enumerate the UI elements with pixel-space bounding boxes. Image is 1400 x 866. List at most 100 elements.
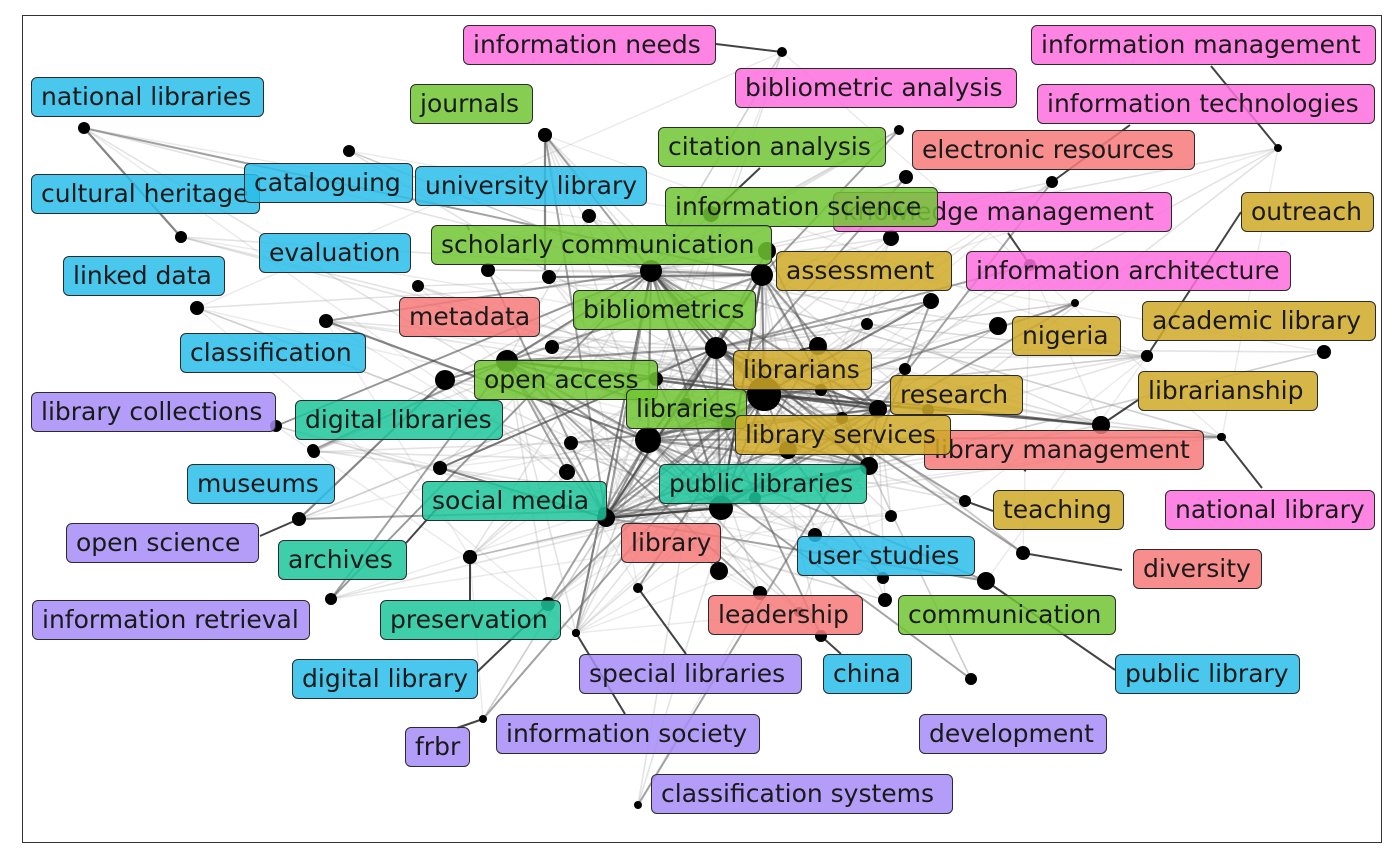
label-classification-systems: classification systems xyxy=(651,774,953,814)
network-edge xyxy=(487,269,652,272)
label-library-services: library services xyxy=(735,415,951,455)
node-scholarly-communication xyxy=(640,260,662,282)
node-development xyxy=(965,673,977,685)
label-metadata: metadata xyxy=(399,297,541,337)
node-nigeria xyxy=(989,317,1007,335)
label-assessment: assessment xyxy=(776,251,952,291)
network-edge xyxy=(715,302,1076,349)
node-classification-systems xyxy=(634,801,642,809)
node-digital-libraries xyxy=(307,444,319,456)
label-teaching: teaching xyxy=(993,490,1124,530)
node-information-retrieval xyxy=(325,593,337,605)
node-teaching xyxy=(959,495,971,507)
network-node xyxy=(564,436,578,450)
node-library xyxy=(710,562,728,580)
label-leader-line xyxy=(259,518,300,537)
node-information-technologies xyxy=(1046,176,1058,188)
node-diversity xyxy=(1016,546,1030,560)
network-edge xyxy=(575,270,652,634)
label-information-needs: information needs xyxy=(463,25,716,65)
label-leader-line xyxy=(1022,552,1123,571)
network-edge xyxy=(575,270,652,634)
node-knowledge-management xyxy=(883,230,899,246)
label-information-management: information management xyxy=(1031,25,1376,65)
label-development: development xyxy=(919,714,1107,754)
node-academic-library xyxy=(1317,345,1331,359)
label-communication: communication xyxy=(898,595,1116,635)
network-node xyxy=(751,264,773,286)
label-leadership: leadership xyxy=(708,595,863,635)
label-frbr: frbr xyxy=(405,727,471,767)
label-digital-library: digital library xyxy=(292,659,479,699)
network-node xyxy=(545,340,559,354)
network-edge xyxy=(506,360,800,613)
network-edge xyxy=(551,346,1222,438)
network-node xyxy=(633,583,643,593)
label-information-retrieval: information retrieval xyxy=(32,600,310,640)
node-open-science xyxy=(292,512,306,526)
label-classification: classification xyxy=(180,333,366,373)
label-digital-libraries: digital libraries xyxy=(295,400,503,440)
network-edge xyxy=(715,302,1076,349)
label-open-science: open science xyxy=(66,523,259,563)
node-public-library xyxy=(977,572,995,590)
label-public-libraries: public libraries xyxy=(659,464,867,504)
network-edge xyxy=(650,269,763,277)
network-edge xyxy=(650,270,822,637)
label-outreach: outreach xyxy=(1241,192,1374,232)
node-national-library xyxy=(1218,433,1226,441)
node-metadata xyxy=(542,270,556,284)
network-node xyxy=(582,209,596,223)
label-electronic-resources: electronic resources xyxy=(912,130,1195,170)
node-information-management xyxy=(1274,144,1282,152)
label-citation-analysis: citation analysis xyxy=(658,127,886,167)
network-node xyxy=(899,363,911,375)
node-archives xyxy=(433,461,447,475)
node-journals xyxy=(538,128,552,142)
node-research xyxy=(869,400,887,418)
label-museums: museums xyxy=(187,464,335,504)
network-edge xyxy=(551,346,717,349)
network-edge xyxy=(605,176,907,519)
node-assessment xyxy=(923,293,939,309)
network-edge xyxy=(575,517,607,634)
node-electronic-resources xyxy=(899,170,913,184)
label-special-libraries: special libraries xyxy=(579,654,802,694)
label-leader-line xyxy=(1221,436,1263,489)
network-edge xyxy=(313,451,870,467)
label-social-media: social media xyxy=(422,481,607,521)
network-edge xyxy=(325,270,652,322)
label-university-library: university library xyxy=(415,166,648,206)
network-edge xyxy=(650,270,999,327)
label-bibliometrics: bibliometrics xyxy=(573,290,756,330)
label-leader-line xyxy=(456,718,484,729)
node-frbr xyxy=(479,715,487,723)
label-leader-line xyxy=(715,43,783,53)
label-open-access: open access xyxy=(474,360,658,400)
network-edge xyxy=(439,347,717,469)
label-national-libraries: national libraries xyxy=(31,77,264,117)
node-bibliometric-analysis xyxy=(894,125,904,135)
node-outreach xyxy=(1141,350,1153,362)
label-preservation: preservation xyxy=(380,600,561,640)
network-node xyxy=(559,464,575,480)
network-edge xyxy=(964,355,1148,502)
label-linked-data: linked data xyxy=(63,256,225,296)
label-librarians: librarians xyxy=(733,350,872,390)
network-node xyxy=(481,263,495,277)
label-academic-library: academic library xyxy=(1142,301,1376,341)
node-information-society xyxy=(572,629,580,637)
network-edge xyxy=(715,300,932,349)
node-cataloguing xyxy=(343,145,355,157)
node-linked-data xyxy=(190,301,204,315)
network-node xyxy=(861,318,873,330)
node-librarianship xyxy=(1092,416,1110,434)
label-information-architecture: information architecture xyxy=(966,251,1291,291)
node-preservation xyxy=(463,550,477,564)
label-bibliometric-analysis: bibliometric analysis xyxy=(735,68,1017,108)
label-nigeria: nigeria xyxy=(1012,316,1121,356)
network-node xyxy=(885,510,897,522)
node-communication xyxy=(878,593,892,607)
node-cultural-heritage xyxy=(175,231,187,243)
label-public-library: public library xyxy=(1115,654,1300,694)
